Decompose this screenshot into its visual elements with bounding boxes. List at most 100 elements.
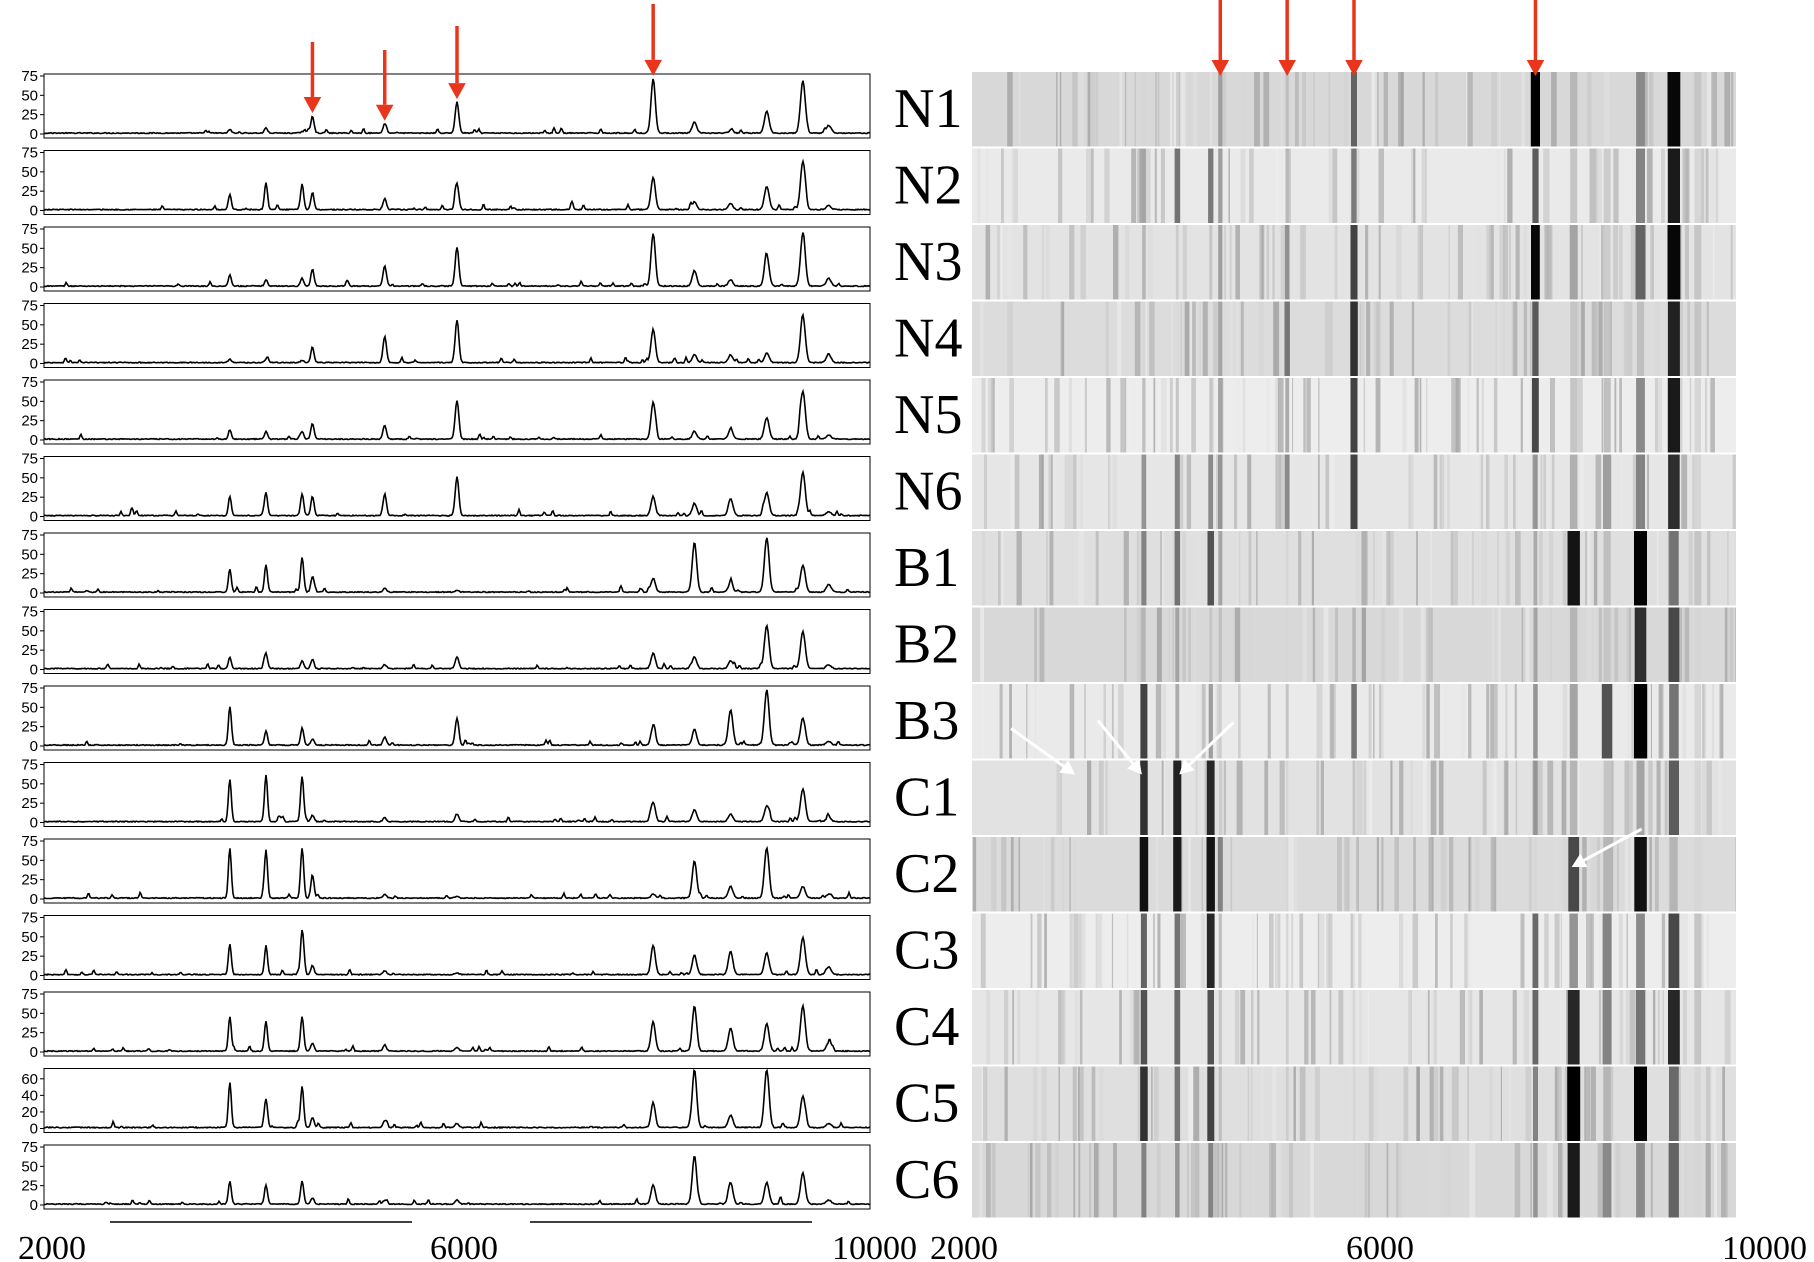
gel-band-minor [1649, 837, 1652, 912]
gel-band-peak [1175, 378, 1179, 453]
gel-band-minor [1105, 760, 1108, 835]
gel-band-minor [1408, 454, 1414, 529]
gel-band-minor [1195, 531, 1201, 606]
gel-band-minor [1451, 378, 1457, 453]
gel-band-minor [979, 301, 984, 376]
gel-band-minor [1581, 301, 1584, 376]
gel-band-minor [1082, 607, 1087, 682]
gel-band-minor [1380, 607, 1386, 682]
gel-row-C4 [972, 990, 1736, 1065]
gel-band-minor [1457, 225, 1463, 300]
gel-band-minor [1378, 148, 1384, 223]
gel-band-minor [1586, 607, 1592, 682]
gel-band-minor [1367, 1143, 1370, 1218]
row-label-C1: C1 [894, 767, 959, 829]
gel-band-minor [1117, 301, 1122, 376]
gel-band-minor [1121, 913, 1126, 988]
gel-band-minor [1236, 760, 1243, 835]
gel-band-minor [1735, 837, 1736, 912]
gel-band-minor [1368, 1066, 1374, 1141]
gel-band-minor [1239, 1143, 1242, 1218]
gel-band-minor [1180, 913, 1186, 988]
gel-band-peak [1533, 531, 1538, 606]
gel-band-minor [1078, 1143, 1081, 1218]
gel-band-minor [1632, 454, 1638, 529]
gel-band-minor [1648, 760, 1653, 835]
gel-band-peak [1140, 1066, 1148, 1141]
gel-band-peak [1636, 1143, 1645, 1218]
spectra-panel: 0255075025507502550750255075025507502550… [21, 68, 871, 1223]
gel-band-peak [1142, 301, 1146, 376]
gel-band-peak [1140, 760, 1148, 835]
gel-band-minor [1396, 225, 1402, 300]
gel-band-minor [1490, 684, 1494, 759]
gel-band-minor [1678, 378, 1683, 453]
gel-band-peak [1285, 148, 1289, 223]
gel-band-minor [1136, 1066, 1143, 1141]
gel-band-peak [1207, 531, 1214, 606]
gel-band-peak [1218, 1066, 1222, 1141]
gel-band-minor [1598, 990, 1602, 1065]
gel-band-minor [1010, 454, 1015, 529]
gel-band-minor [1062, 837, 1064, 912]
spectrum-trace-N3 [44, 232, 871, 288]
gel-band-minor [1373, 531, 1375, 606]
gel-band-minor [1181, 531, 1186, 606]
gel-band-peak [1173, 760, 1182, 835]
gel-band-minor [1241, 72, 1247, 147]
gel-band-minor [1489, 1066, 1493, 1141]
gel-band-minor [1447, 301, 1451, 376]
gel-band-minor [1198, 990, 1203, 1065]
spectrum-trace-C4 [43, 1002, 871, 1053]
gel-band-minor [1668, 837, 1671, 912]
gel-band-peak [1603, 72, 1611, 147]
gel-band-peak [1569, 913, 1578, 988]
gel-band-minor [1680, 225, 1682, 300]
gel-band-peak [1352, 607, 1356, 682]
gel-band-minor [1187, 1143, 1189, 1218]
gel-band-minor [1137, 148, 1141, 223]
gel-band-minor [1623, 301, 1628, 376]
gel-band-minor [1356, 760, 1358, 835]
gel-band-minor [1429, 1066, 1434, 1141]
gel-band-minor [989, 990, 992, 1065]
gel-band-minor [1413, 837, 1416, 912]
y-tick-label: 50 [21, 929, 38, 946]
gel-band-minor [1054, 378, 1060, 453]
gel-band-minor [1716, 148, 1718, 223]
gel-band-minor [1001, 531, 1004, 606]
gel-band-minor [1001, 148, 1004, 223]
gel-band-minor [1153, 913, 1155, 988]
gel-band-minor [1680, 148, 1683, 223]
gel-band-minor [1355, 531, 1361, 606]
y-tick-label: 75 [21, 986, 38, 1003]
gel-band-minor [1030, 1143, 1033, 1218]
gel-band-minor [1030, 913, 1033, 988]
gel-band-minor [1730, 72, 1734, 147]
gel-band-minor [1628, 760, 1633, 835]
gel-band-minor [1058, 148, 1063, 223]
gel-band-minor [1291, 913, 1294, 988]
gel-band-minor [1362, 607, 1366, 682]
gel-band-minor [1419, 378, 1422, 453]
gel-band-minor [987, 1066, 992, 1141]
gel-row-C2 [972, 837, 1736, 912]
spectrum-trace-N2 [43, 158, 871, 212]
gel-band-minor [1390, 760, 1393, 835]
gel-band-minor [1050, 837, 1055, 912]
spectrum-frame-N2 [43, 150, 871, 215]
gel-band-minor [1027, 1143, 1030, 1218]
gel-band-peak [1569, 684, 1578, 759]
gel-band-peak [1218, 760, 1222, 835]
gel-band-minor [1193, 72, 1198, 147]
gel-band-minor [1706, 72, 1713, 147]
gel-band-peak [1570, 148, 1578, 223]
gel-band-minor [1335, 607, 1338, 682]
y-tick-label: 0 [30, 815, 38, 832]
gel-band-peak [1667, 301, 1680, 376]
gel-band-peak [1209, 607, 1213, 682]
gel-band-minor [1445, 684, 1447, 759]
gel-band-minor [1230, 837, 1233, 912]
gel-band-minor [1426, 378, 1428, 453]
marker-arrow-right-3-head [1526, 60, 1545, 76]
